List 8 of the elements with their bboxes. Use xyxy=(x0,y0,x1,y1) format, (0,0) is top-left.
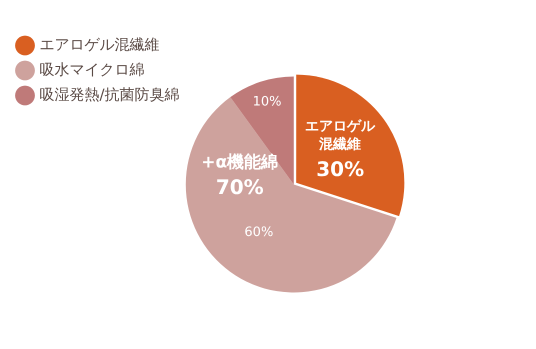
data-label: 10% xyxy=(252,94,282,110)
data-label: 60% xyxy=(244,224,274,240)
data-label: 30% xyxy=(316,156,364,181)
legend-label: 吸水マイクロ綿 xyxy=(40,60,144,78)
text: +α機能綿 70% xyxy=(201,152,278,200)
text: エアロゲル混繊維 xyxy=(305,118,376,152)
legend-label: エアロゲル混繊維 xyxy=(40,35,160,54)
legend-label: 吸湿発熱/抗菌防臭綿 xyxy=(40,85,180,104)
